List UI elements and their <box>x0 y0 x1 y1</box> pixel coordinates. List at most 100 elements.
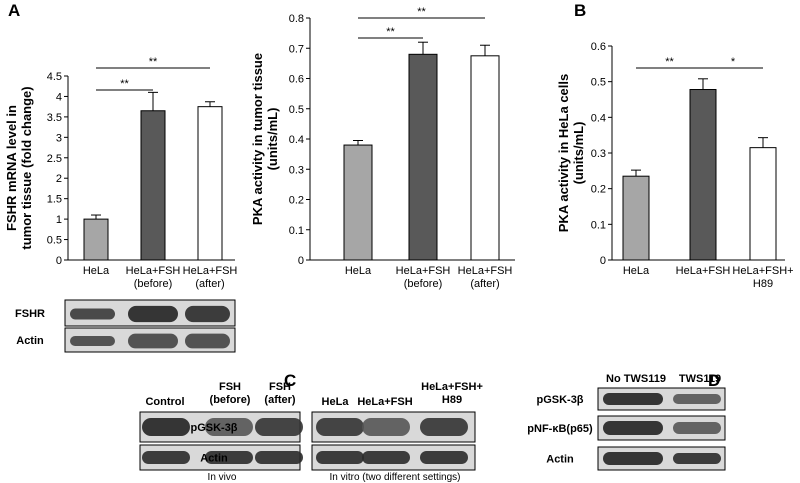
text-line: TWS119 <box>679 373 721 385</box>
blot-lane-label: HeLa <box>322 396 350 408</box>
panel-label: C <box>284 371 296 390</box>
blot-band <box>70 336 115 346</box>
y-tick-label: 0.5 <box>47 235 62 247</box>
text-line: H89 <box>442 394 462 406</box>
y-tick-label: 0.3 <box>591 148 606 160</box>
bar <box>140 110 166 261</box>
x-tick-label: HeLa+FSH (before) <box>396 265 451 290</box>
blot-caption: In vitro (two different settings) <box>330 472 461 483</box>
text-line: (after) <box>470 278 499 290</box>
bar <box>749 147 777 261</box>
text-line: 3.5 <box>47 112 62 124</box>
text-line: HeLa+FSH <box>396 265 451 277</box>
text-line: H89 <box>753 278 773 290</box>
text-line: HeLa+FSH <box>458 265 513 277</box>
y-axis-label: FSHR mRNA level intumor tissue (fold cha… <box>4 86 34 249</box>
text-line: 0 <box>600 255 606 267</box>
text-line: 4 <box>56 91 62 103</box>
panel-label: B <box>574 1 586 20</box>
blot-band <box>128 305 178 323</box>
text-line: 0.5 <box>47 235 62 247</box>
significance-label: ** <box>386 26 395 38</box>
text-line: C <box>284 371 296 390</box>
text-line: 0.6 <box>591 41 606 53</box>
y-axis-label: PKA activity in HeLa cells(units/mL) <box>556 74 586 232</box>
y-tick-label: 0 <box>298 255 304 267</box>
blot-band <box>673 422 721 434</box>
text-line: 1 <box>56 214 62 226</box>
y-tick-label: 0.8 <box>289 13 304 25</box>
y-tick-label: 2.5 <box>47 153 62 165</box>
y-tick-label: 4.5 <box>47 71 62 83</box>
y-axis-label: PKA activity in tumor tissue(units/mL) <box>250 53 280 225</box>
text-line: 1.5 <box>47 194 62 206</box>
blot-caption: In vivo <box>208 472 237 483</box>
blot-band <box>362 418 410 436</box>
text-line: (units/mL) <box>265 108 280 171</box>
text-line: 2 <box>56 173 62 185</box>
y-tick-label: 2 <box>56 173 62 185</box>
text-line: pGSK-3β <box>536 394 583 406</box>
text-line: HeLa+FSH+ <box>732 265 793 277</box>
text-line: pGSK-3β <box>190 422 237 434</box>
text-line: In vitro (two different settings) <box>330 472 461 483</box>
text-line: ** <box>120 78 129 90</box>
text-line: PKA activity in tumor tissue <box>250 53 265 225</box>
text-line: HeLa+FSH+ <box>421 381 483 393</box>
y-tick-label: 0 <box>600 255 606 267</box>
blot-band <box>255 418 303 436</box>
significance-label: ** <box>120 78 129 90</box>
significance-label: * <box>731 56 736 68</box>
text-line: HeLa+FSH <box>676 265 731 277</box>
text-line: 2.5 <box>47 153 62 165</box>
blot-row-label: Actin <box>16 335 44 347</box>
bar <box>83 218 109 261</box>
x-tick-label: HeLa+FSH+ H89 <box>732 265 793 290</box>
text-line: In vivo <box>208 472 237 483</box>
blot-band <box>316 451 364 464</box>
blot-band <box>185 333 230 349</box>
text-line: ** <box>665 56 674 68</box>
text-line: Actin <box>200 453 228 465</box>
text-line: (before) <box>134 278 173 290</box>
blot-lane-label: HeLa+FSH <box>357 396 412 408</box>
text-line: A <box>8 1 20 20</box>
text-line: HeLa <box>83 265 110 277</box>
text-line: (units/mL) <box>571 122 586 185</box>
text-line: HeLa+FSH <box>126 265 181 277</box>
text-line: FSH <box>219 381 241 393</box>
text-line: HeLa <box>623 265 650 277</box>
bar <box>622 175 650 261</box>
blot-band <box>128 333 178 349</box>
bar <box>197 106 223 261</box>
blot-lane-label: HeLa+FSH+ H89 <box>421 381 483 406</box>
y-tick-label: 3 <box>56 132 62 144</box>
panel-label: D <box>708 371 720 390</box>
y-tick-label: 0 <box>56 255 62 267</box>
x-tick-label: HeLa+FSH (after) <box>458 265 513 290</box>
significance-label: ** <box>149 56 158 68</box>
blot-band <box>255 451 303 464</box>
blot-lane-label: No TWS119 <box>606 373 666 385</box>
y-tick-label: 0.7 <box>289 43 304 55</box>
text-line: Actin <box>546 454 574 466</box>
text-line: tumor tissue (fold change) <box>19 86 34 249</box>
significance-label: ** <box>665 56 674 68</box>
text-line: 4.5 <box>47 71 62 83</box>
blot-row-label: pGSK-3β <box>536 394 583 406</box>
text-line: 0.1 <box>591 219 606 231</box>
bar <box>689 89 717 261</box>
blot-band <box>420 451 468 464</box>
y-tick-label: 0.2 <box>289 195 304 207</box>
y-tick-label: 0.1 <box>289 225 304 237</box>
blot-band <box>205 451 253 464</box>
y-tick-label: 0.4 <box>591 112 606 124</box>
blot-band <box>142 418 190 436</box>
blot-band <box>603 421 663 435</box>
significance-label: ** <box>417 6 426 18</box>
text-line: 0.4 <box>289 134 304 146</box>
text-line: D <box>708 371 720 390</box>
text-line: * <box>731 56 736 68</box>
x-tick-label: HeLa <box>623 265 650 277</box>
text-line: ** <box>417 6 426 18</box>
